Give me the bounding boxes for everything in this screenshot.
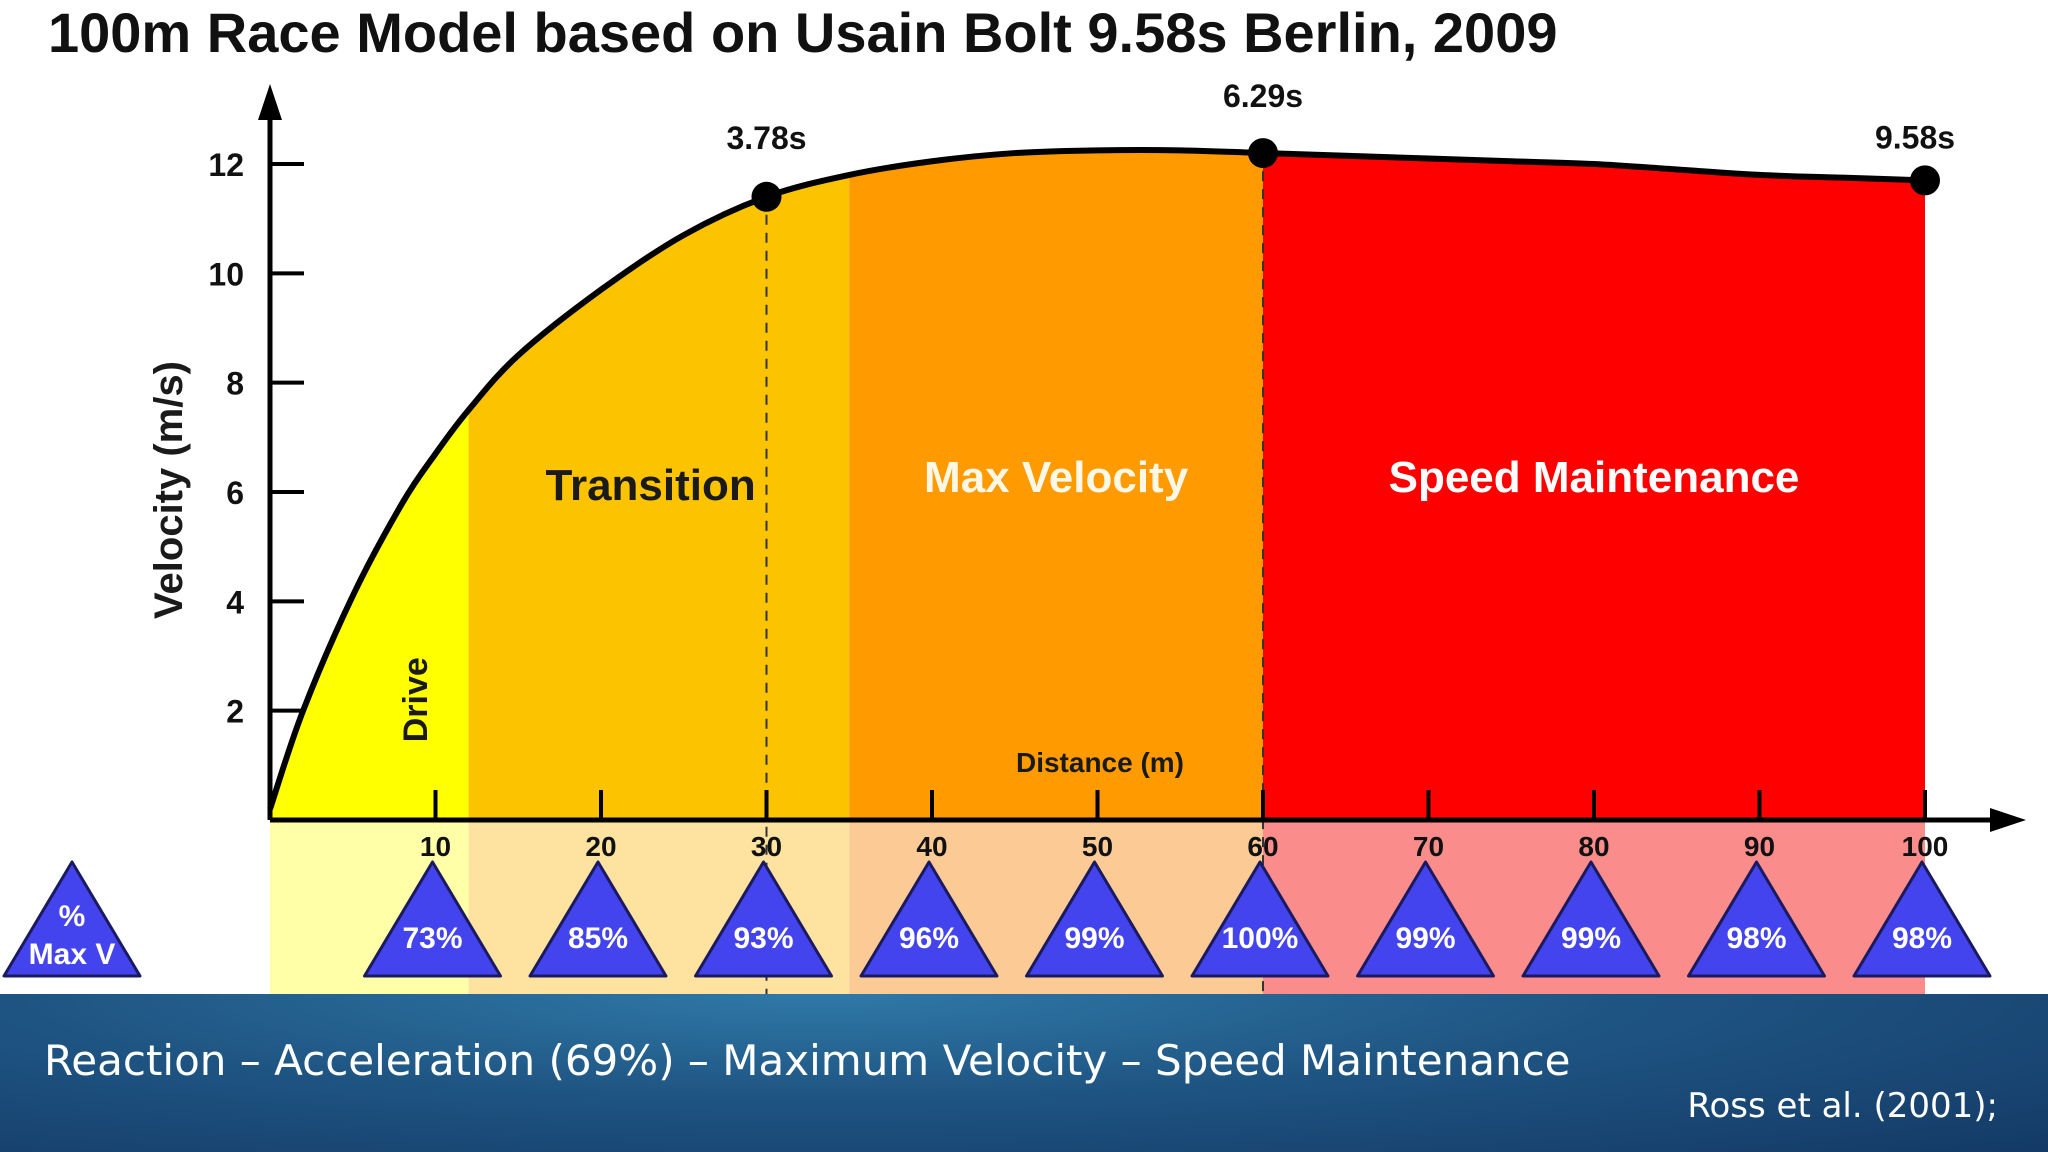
percent-max-v-value-80: 99% (1561, 922, 1621, 955)
time-marker-dot-60 (1248, 138, 1278, 169)
percent-max-v-value-100: 98% (1892, 922, 1952, 955)
x-tick-label-50: 50 (1082, 831, 1113, 862)
time-marker-dot-30 (751, 181, 782, 212)
phase-label-speed-maintenance: Speed Maintenance (1389, 453, 1800, 502)
y-axis-arrow (258, 84, 282, 120)
percent-max-v-triangle-60 (1190, 860, 1330, 978)
phase-region-speed-maintenance (1263, 149, 1925, 820)
percent-max-v-legend-label: Max V (29, 938, 116, 971)
percent-max-v-value-60: 100% (1222, 922, 1299, 955)
time-marker-label-100: 9.58s (1875, 119, 1955, 155)
phase-label-transition: Transition (546, 461, 756, 510)
x-tick-label-70: 70 (1413, 831, 1444, 862)
velocity-curve (267, 146, 1926, 811)
time-marker-dot-100 (1910, 165, 1940, 196)
x-tick-label-60: 60 (1247, 831, 1278, 862)
percent-max-v-triangle-90 (1687, 860, 1826, 978)
percent-max-v-triangle-100 (1852, 860, 1992, 978)
phase-region-transition (468, 149, 850, 820)
x-axis-arrow (1990, 808, 2026, 832)
percent-max-v-value-20: 85% (568, 922, 628, 955)
percent-max-v-triangle-50 (1025, 860, 1164, 978)
chart-title: 100m Race Model based on Usain Bolt 9.58… (48, 1, 1557, 64)
percent-max-v-triangle-10 (363, 860, 502, 978)
percent-max-v-triangle-40 (859, 860, 999, 978)
x-tick-label-80: 80 (1578, 831, 1609, 862)
citation-text: Ross et al. (2001); (1687, 1086, 1998, 1126)
x-tick-label-20: 20 (585, 831, 616, 862)
percent-max-v-triangle-70 (1356, 860, 1495, 978)
phase-label-drive: Drive (397, 657, 435, 742)
phase-region-max-velocity (849, 149, 1263, 820)
y-tick-label-2: 2 (226, 694, 244, 730)
phase-summary-text: Reaction – Acceleration (69%) – Maximum … (44, 1036, 1571, 1085)
phase-label-max-velocity: Max Velocity (924, 453, 1189, 502)
time-marker-label-30: 3.78s (726, 120, 806, 156)
percent-max-v-legend-symbol: % (59, 900, 86, 933)
y-axis-label: Velocity (m/s) (147, 361, 191, 619)
x-tick-label-40: 40 (916, 831, 947, 862)
percent-max-v-value-70: 99% (1395, 922, 1455, 955)
x-tick-label-90: 90 (1744, 831, 1775, 862)
velocity-chart: 2 4 6 8 10 12 10 20 30 40 50 60 70 80 90 100 Drive Trans… (2, 1, 2026, 994)
x-tick-label-100: 100 (1902, 831, 1949, 862)
x-axis-label: Distance (m) (1016, 747, 1184, 778)
percent-max-v-triangle-80 (1521, 860, 1661, 978)
percent-max-v-triangle-30 (694, 860, 833, 978)
y-tick-label-8: 8 (226, 366, 244, 402)
y-tick-label-4: 4 (226, 584, 244, 620)
y-tick-label-10: 10 (208, 256, 244, 292)
percent-max-v-value-50: 99% (1064, 922, 1124, 955)
y-tick-label-6: 6 (226, 475, 244, 511)
chart-area: 2 4 6 8 10 12 10 20 30 40 50 60 70 80 90 100 Drive Trans… (2, 1, 2026, 994)
percent-max-v-value-40: 96% (899, 922, 959, 955)
percent-max-v-legend-triangle (2, 860, 142, 978)
y-tick-label-12: 12 (208, 147, 244, 183)
percent-max-v-value-30: 93% (733, 922, 793, 955)
percent-max-v-value-90: 98% (1726, 922, 1786, 955)
x-tick-label-10: 10 (420, 831, 451, 862)
x-tick-label-30: 30 (751, 831, 782, 862)
percent-max-v-triangle-20 (528, 860, 668, 978)
time-marker-label-60: 6.29s (1223, 78, 1303, 114)
percent-max-v-value-10: 73% (402, 922, 462, 955)
footer-banner: Reaction – Acceleration (69%) – Maximum … (0, 994, 2048, 1152)
